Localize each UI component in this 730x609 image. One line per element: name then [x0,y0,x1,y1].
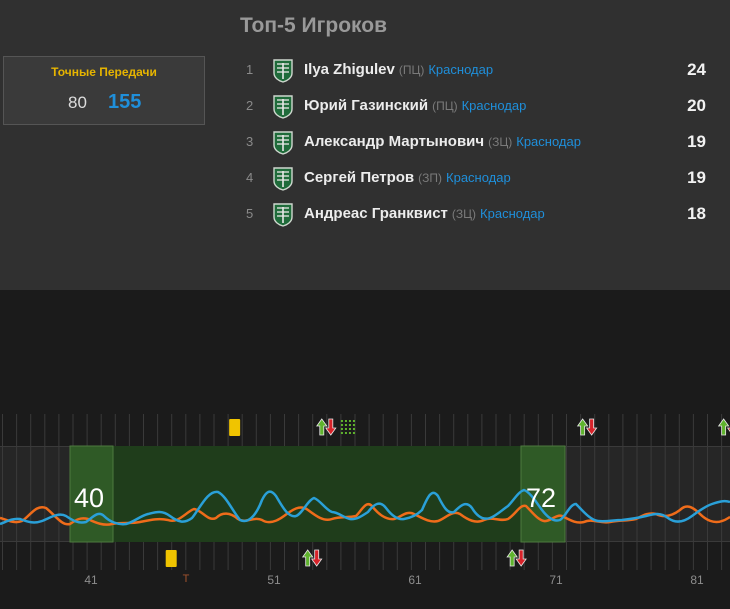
player-position: (ПЦ) [398,63,425,77]
yellow-card-icon[interactable] [229,419,241,436]
minute-tick-label: 61 [408,573,422,587]
player-team-link[interactable]: Краснодар [516,134,581,149]
player-name[interactable]: Юрий Газинский [304,97,429,114]
player-row[interactable]: 2 Юрий Газинский (ПЦ) Краснодар 20 [246,94,706,120]
fk-krasnodar-crest-icon [272,167,294,191]
player-name[interactable]: Андреас Гранквист [304,205,448,222]
player-rank: 1 [246,62,254,77]
substitution-icon[interactable] [506,549,527,567]
stat-title: Точные Передачи [51,65,157,79]
substitution-icon[interactable] [316,418,337,436]
fk-krasnodar-crest-icon [272,95,294,119]
fk-krasnodar-crest-icon [272,59,294,83]
stat-box-accurate-passes[interactable]: Точные Передачи 80 155 [3,56,205,125]
player-value: 19 [687,168,706,187]
player-value: 18 [687,204,706,223]
player-value: 19 [687,132,706,151]
stat-away-value: 155 [108,91,142,113]
highlight-window-end[interactable] [520,445,566,543]
player-value: 20 [687,96,706,115]
match-stats-panel: Точные Передачи 80 155 Топ-5 Игроков 1 I… [0,0,730,290]
away-momentum-line [0,488,730,526]
top-players-title: Топ-5 Игроков [240,14,387,37]
player-row[interactable]: 5 Андреас Гранквист (ЗЦ) Краснодар 18 [246,202,706,228]
second-half-period [113,446,521,542]
player-team-link[interactable]: Краснодар [446,170,511,185]
substitution-icon[interactable] [576,418,598,436]
player-rank: 2 [246,98,254,113]
player-team-link[interactable]: Краснодар [461,98,527,113]
minute-tick-label: 71 [549,573,563,587]
player-position: (ЗП) [418,171,443,185]
substitution-icon[interactable] [301,549,323,567]
player-rank: 4 [246,170,254,185]
timeline-graph [0,414,730,570]
fk-krasnodar-crest-icon [272,203,294,227]
highlight-window-start[interactable] [69,445,114,543]
player-rank: 3 [246,134,254,149]
player-row[interactable]: 1 Ilya Zhigulev (ПЦ) Краснодар 24 [246,58,706,84]
fk-krasnodar-crest-icon [272,131,294,155]
half-time-tick-label: T [182,573,190,585]
player-position: (ПЦ) [432,99,458,113]
substitution-icon[interactable] [717,418,730,436]
timeline-events-top [229,418,730,436]
highlight-end-minute: 72 [526,483,557,513]
player-position: (ЗЦ) [488,135,513,149]
minute-tick-label: 41 [84,573,98,587]
player-team-link[interactable]: Краснодар [480,206,545,221]
player-name[interactable]: Ilya Zhigulev [304,61,395,78]
timeline-events-bottom [165,549,527,567]
minute-tick-label: 51 [267,573,281,587]
player-row[interactable]: 4 Сергей Петров (ЗП) Краснодар 19 [246,166,706,192]
player-row[interactable]: 3 Александр Мартынович (ЗЦ) Краснодар 19 [246,130,706,156]
player-name[interactable]: Сергей Петров [304,169,415,186]
stat-home-value: 80 [68,93,87,112]
player-value: 24 [687,60,706,79]
match-timeline[interactable]: 40 72 41 T 51 61 71 81 [0,400,730,609]
yellow-card-icon[interactable] [165,550,177,567]
player-team-link[interactable]: Краснодар [428,62,494,77]
formation-change-icon[interactable] [340,420,355,434]
highlight-start-minute: 40 [74,483,105,513]
player-rank: 5 [246,206,254,221]
player-position: (ЗЦ) [451,207,477,221]
player-name[interactable]: Александр Мартынович [304,133,485,150]
minute-tick-label: 81 [690,573,704,587]
